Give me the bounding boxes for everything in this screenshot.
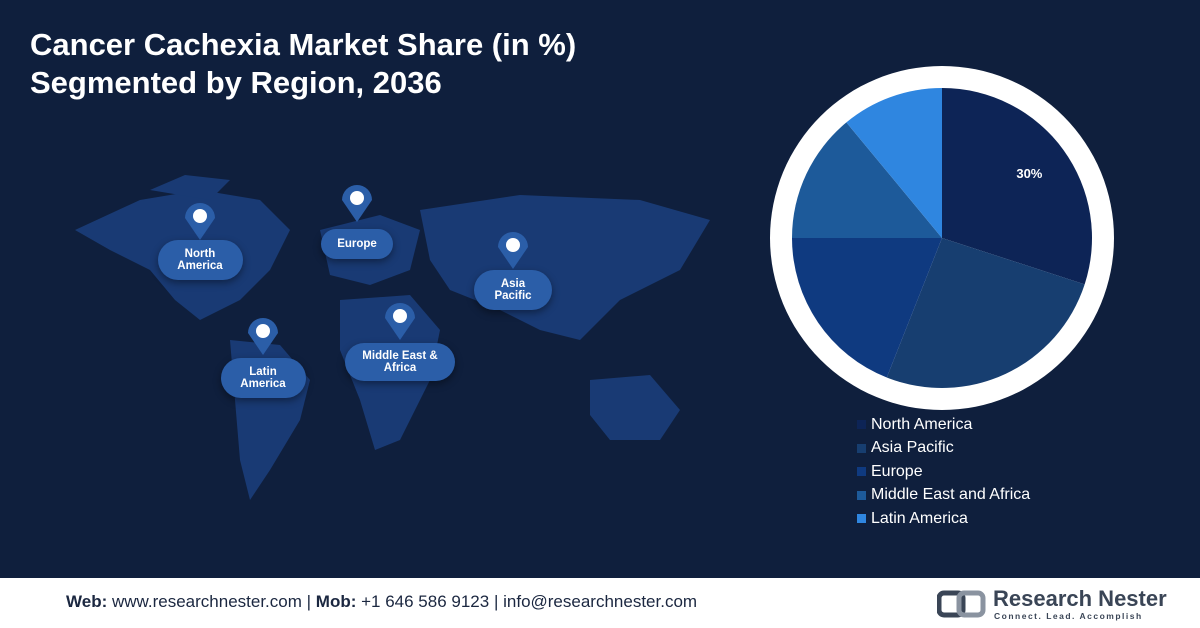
region-label: Asia Pacific — [474, 270, 552, 310]
legend: North America Asia Pacific Europe Middle Ea… — [857, 413, 1030, 531]
separator: | — [306, 592, 312, 611]
logo-name: Research Nester — [993, 586, 1167, 611]
pie-slice — [886, 238, 1085, 388]
map-pin-dot — [393, 309, 407, 323]
chart-title: Cancer Cachexia Market Share (in %) Segm… — [30, 26, 576, 102]
map-pin-dot — [350, 191, 364, 205]
map-pin-dot — [193, 209, 207, 223]
region-label: Middle East & Africa — [345, 343, 455, 381]
region-label: Europe — [321, 229, 393, 259]
legend-swatch — [857, 443, 866, 453]
legend-item: Europe — [857, 460, 1030, 484]
map-pin-dot — [506, 238, 520, 252]
legend-label: Middle East and Africa — [871, 486, 1031, 504]
email: info@researchnester.com — [503, 592, 698, 611]
legend-swatch — [857, 420, 866, 430]
map-pin-dot — [256, 324, 270, 338]
legend-label: Asia Pacific — [871, 439, 954, 457]
web-label: Web: — [66, 592, 108, 611]
region-label: Latin America — [220, 358, 306, 398]
separator: | — [493, 592, 499, 611]
pie-slice — [942, 88, 1092, 285]
value-label: 30% — [1016, 166, 1042, 181]
legend-item: Latin America — [857, 507, 1030, 531]
legend-label: North America — [871, 415, 973, 433]
legend-swatch — [857, 514, 866, 524]
pie-slice — [846, 88, 942, 238]
contact-line: Web: www.researchnester.com | Mob: +1 64… — [66, 592, 697, 612]
logo-icon — [937, 590, 986, 618]
mob: +1 646 586 9123 — [361, 592, 490, 611]
title-line: Cancer Cachexia Market Share (in %) — [30, 27, 577, 62]
region-label: North America — [157, 240, 243, 280]
legend-item: Asia Pacific — [857, 437, 1030, 461]
title-line: Segmented by Region, 2036 — [30, 65, 442, 100]
legend-label: Europe — [871, 462, 923, 480]
legend-label: Latin America — [871, 509, 968, 527]
footer: Web: www.researchnester.com | Mob: +1 64… — [0, 578, 1200, 628]
legend-swatch — [857, 490, 866, 500]
legend-swatch — [857, 467, 866, 477]
world-map — [75, 175, 710, 500]
legend-item: Middle East and Africa — [857, 484, 1030, 508]
pie-slice — [792, 122, 942, 238]
mob-label: Mob: — [315, 592, 357, 611]
legend-item: North America — [857, 413, 1030, 437]
pie-slice — [792, 238, 942, 378]
web: www.researchnester.com — [111, 592, 302, 611]
logo-tagline: Connect. Lead. Accomplish — [994, 611, 1143, 621]
